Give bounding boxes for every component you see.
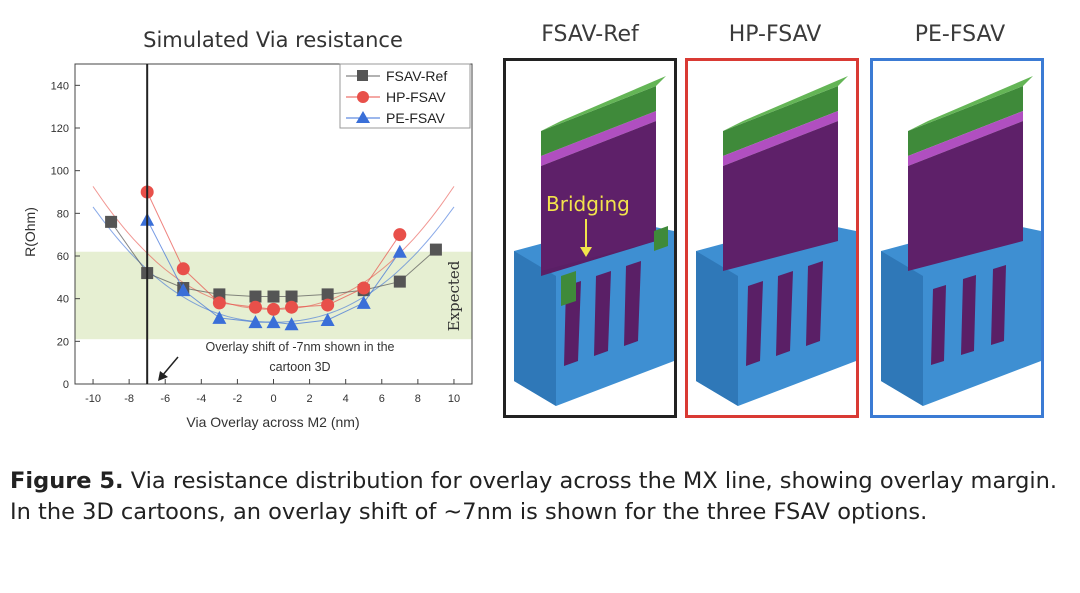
x-tick-label: 2 — [307, 393, 313, 405]
data-point-hp-fsav — [267, 302, 280, 316]
y-tick-label: 60 — [57, 251, 69, 263]
data-point-pe-fsav — [266, 315, 281, 329]
legend-marker-hp-fsav — [357, 91, 369, 103]
plot-area: 0 20 40 60 80 100 120 140 -10 -8 -6 -4 -2 0 2 4 6 8 10 — [51, 63, 473, 405]
x-tick-label: 0 — [270, 393, 276, 405]
y-tick-label: 100 — [51, 166, 69, 178]
caption-text: Via resistance distribution for overlay … — [10, 468, 1058, 525]
annotation-arrow — [161, 356, 179, 377]
pe-fsav-3d-image — [881, 76, 1041, 406]
data-point-fsav-ref — [321, 288, 334, 301]
x-tick-label: -6 — [160, 393, 170, 405]
cartoon-fsav-ref: Bridging — [503, 58, 677, 418]
data-point-hp-fsav — [212, 296, 226, 310]
data-point-pe-fsav — [248, 315, 263, 329]
annotation-line-1: Overlay shift of -7nm shown in the — [206, 340, 395, 354]
y-tick-label: 140 — [51, 80, 69, 92]
expected-label: Expected — [445, 260, 463, 331]
data-point-fsav-ref — [393, 275, 406, 288]
cartoon-title-fsav-ref: FSAV-Ref — [541, 22, 639, 47]
x-tick-label: -2 — [233, 393, 243, 405]
annotation-arrowhead — [158, 371, 168, 381]
legend-marker-fsav-ref — [357, 70, 368, 81]
hp-fsav-3d-image — [696, 76, 856, 406]
data-point-fsav-ref — [429, 243, 442, 256]
bridging-label: Bridging — [546, 192, 630, 216]
data-point-pe-fsav — [176, 283, 191, 297]
x-tick-label: 6 — [379, 393, 385, 405]
x-tick-label: 8 — [415, 393, 421, 405]
data-point-pe-fsav — [212, 310, 227, 324]
legend-label-fsav-ref: FSAV-Ref — [386, 68, 447, 84]
data-point-pe-fsav — [392, 244, 407, 258]
cartoon-title-pe-fsav: PE-FSAV — [914, 22, 1006, 47]
x-tick-label: -10 — [85, 393, 101, 405]
caption-label: Figure 5. — [10, 468, 124, 494]
fsav-ref-3d-image: Bridging — [514, 76, 674, 406]
legend: FSAV-Ref HP-FSAV PE-FSAV — [339, 63, 471, 129]
x-tick-label: 4 — [343, 393, 349, 405]
figure-caption: Figure 5. Via resistance distribution fo… — [10, 466, 1070, 528]
x-tick-label: 10 — [448, 393, 460, 405]
y-axis-label: R(Ohm) — [22, 207, 38, 257]
y-tick-label: 80 — [57, 208, 69, 220]
data-point-hp-fsav — [248, 300, 262, 314]
data-point-hp-fsav — [321, 298, 335, 312]
chart-title: Simulated Via resistance — [143, 28, 403, 52]
data-point-pe-fsav — [284, 317, 299, 331]
y-tick-label: 20 — [57, 336, 69, 348]
y-tick-label: 40 — [57, 294, 69, 306]
data-point-fsav-ref — [249, 290, 262, 303]
legend-marker-pe-fsav — [356, 111, 370, 123]
legend-label-hp-fsav: HP-FSAV — [386, 89, 446, 105]
annotation-line-2: cartoon 3D — [269, 360, 330, 374]
cartoon-title-hp-fsav: HP-FSAV — [728, 22, 822, 47]
x-tick-label: -4 — [196, 393, 206, 405]
data-point-hp-fsav — [285, 300, 299, 314]
cartoon-pe-fsav — [870, 58, 1044, 418]
x-tick-label: -8 — [124, 393, 134, 405]
x-axis-label: Via Overlay across M2 (nm) — [186, 414, 359, 430]
data-point-hp-fsav — [357, 281, 371, 295]
data-point-hp-fsav — [393, 228, 407, 242]
data-point-pe-fsav — [320, 313, 335, 326]
y-tick-label: 0 — [63, 379, 69, 391]
data-point-fsav-ref — [105, 215, 118, 228]
cartoon-hp-fsav — [685, 58, 859, 418]
data-point-pe-fsav — [356, 295, 371, 309]
y-tick-label: 120 — [51, 123, 69, 135]
data-point-fsav-ref — [285, 290, 298, 303]
data-point-fsav-ref — [267, 290, 280, 303]
resistance-chart: Simulated Via resistance 020406080100120… — [22, 28, 473, 430]
legend-label-pe-fsav: PE-FSAV — [386, 110, 446, 126]
data-point-hp-fsav — [176, 262, 190, 276]
